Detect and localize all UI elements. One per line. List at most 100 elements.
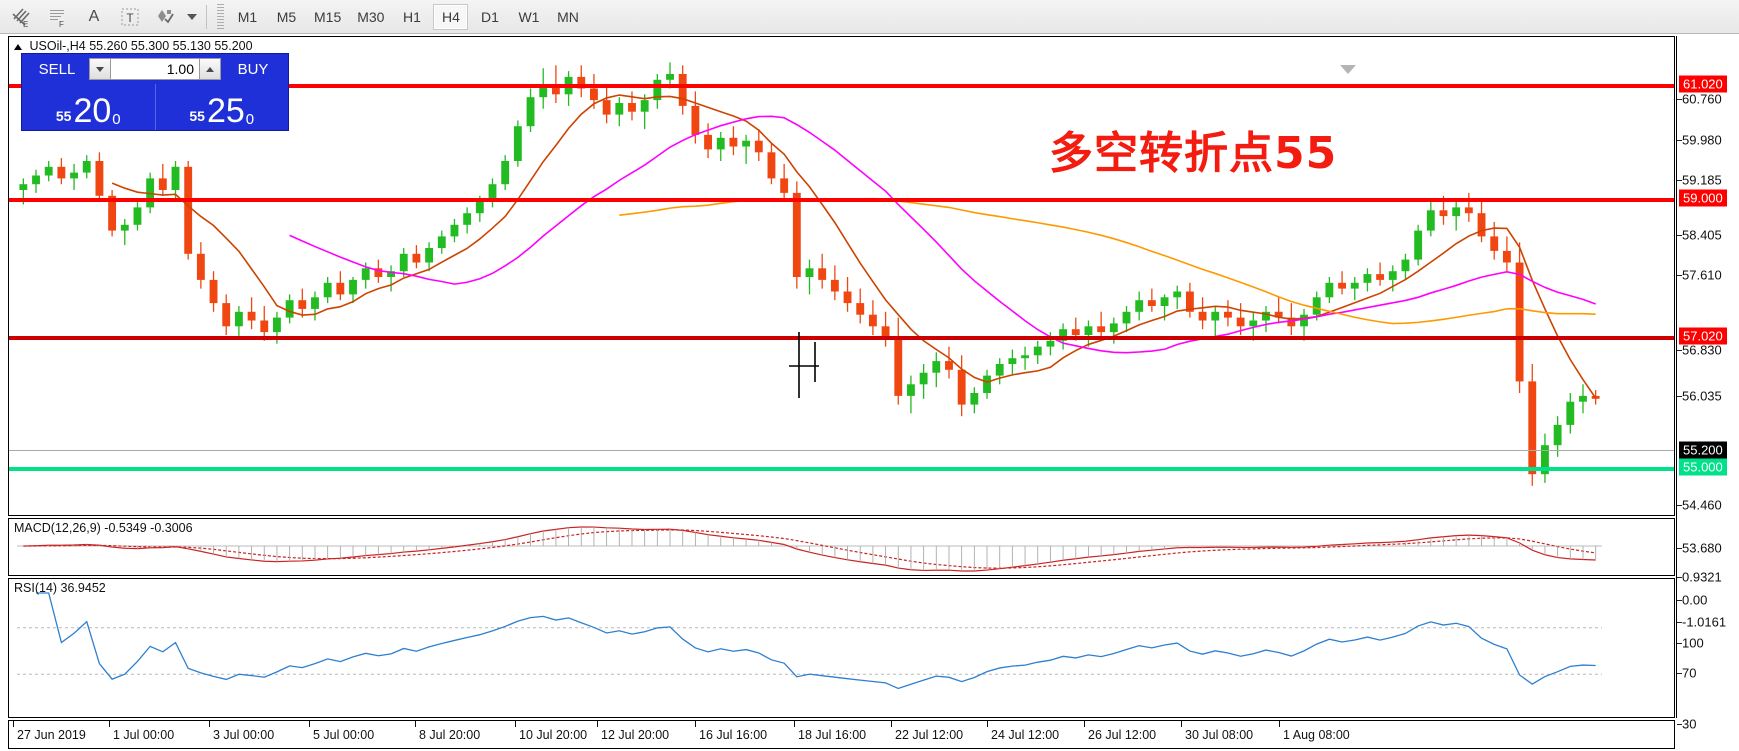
chart-annotation-text: 多空转折点55 [1049, 128, 1338, 179]
chevron-down-icon [187, 13, 197, 20]
time-label: 22 Jul 12:00 [895, 728, 964, 742]
sell-price-sup: 0 [112, 111, 121, 128]
price-label-57020: 57.020 [1679, 327, 1727, 345]
time-label: 18 Jul 16:00 [798, 728, 867, 742]
toolbar-grip[interactable] [217, 3, 224, 30]
time-axis[interactable]: 27 Jun 2019 1 Jul 00:00 3 Jul 00:00 5 Jul 0… [8, 720, 1675, 749]
axis-tick [1677, 548, 1682, 549]
timeframe-h4[interactable]: H4 [433, 3, 469, 30]
svg-text:E: E [23, 20, 28, 28]
macd-label-09321: 0.9321 [1682, 569, 1722, 585]
resistance-line-57020 [9, 336, 1674, 340]
axis-tick [1677, 99, 1682, 100]
axis-tick [1677, 235, 1682, 236]
sell-price-prefix: 55 [55, 108, 72, 124]
price-axis[interactable]: 61.020 60.760 59.980 59.185 59.000 58.405 57.6… [1676, 36, 1739, 751]
timeframe-m5[interactable]: M5 [276, 8, 297, 25]
triangle-up-icon [206, 66, 214, 72]
time-tick [309, 721, 310, 727]
time-tick [13, 721, 14, 727]
price-label-57610: 57.610 [1682, 267, 1722, 283]
svg-text:T: T [126, 11, 134, 25]
axis-tick [1677, 350, 1682, 351]
text-label-t-icon[interactable]: T [112, 2, 148, 32]
rsi-label-30: 30 [1682, 716, 1697, 732]
support-line-55000 [9, 467, 1674, 471]
time-tick [1279, 721, 1280, 727]
crosshair-e-icon[interactable]: E [4, 2, 40, 32]
text-a-icon[interactable]: A [88, 7, 100, 25]
macd-label-10161: -1.0161 [1682, 614, 1727, 630]
timeframe-m30[interactable]: M30 [357, 8, 385, 25]
timeframe-d1[interactable]: D1 [481, 8, 499, 25]
time-tick [1181, 721, 1182, 727]
timeframe-mn[interactable]: MN [557, 8, 579, 25]
time-tick [515, 721, 516, 727]
time-label: 1 Jul 00:00 [113, 728, 175, 742]
price-pane[interactable]: USOil-,H4 55.260 55.300 55.130 55.200 多空… [8, 36, 1675, 516]
svg-text:F: F [59, 20, 64, 28]
price-label-59185: 59.185 [1682, 172, 1722, 188]
time-tick [987, 721, 988, 727]
one-click-trading-panel[interactable]: SELL 1.00 BUY 55 20 0 55 25 [21, 53, 289, 131]
macd-pane[interactable]: MACD(12,26,9) -0.5349 -0.3006 [8, 518, 1675, 576]
rsi-label-0: 0 [1682, 750, 1689, 751]
lot-decrement-button[interactable] [89, 58, 111, 80]
timeframe-m1[interactable]: M1 [237, 8, 258, 25]
timeframe-h1[interactable]: H1 [403, 8, 421, 25]
time-label: 3 Jul 00:00 [213, 728, 275, 742]
shapes-dropdown-arrow[interactable] [184, 2, 200, 32]
shapes-icon[interactable] [148, 2, 184, 32]
grid-f-icon[interactable]: F [40, 2, 76, 32]
price-label-53680: 53.680 [1682, 540, 1722, 556]
time-label: 8 Jul 20:00 [419, 728, 481, 742]
time-tick [209, 721, 210, 727]
buy-price-prefix: 55 [189, 108, 205, 124]
axis-tick [1677, 505, 1682, 506]
macd-title-label: MACD(12,26,9) -0.5349 -0.3006 [14, 521, 193, 535]
timeframe-m15[interactable]: M15 [314, 8, 342, 25]
axis-tick [1677, 643, 1682, 644]
rsi-pane[interactable]: RSI(14) 36.9452 [8, 578, 1675, 718]
rsi-plot [17, 592, 1602, 690]
triangle-down-icon [96, 66, 104, 72]
price-label-59000: 59.000 [1679, 189, 1727, 207]
price-label-60760: 60.760 [1682, 91, 1722, 107]
buy-button[interactable]: BUY [237, 60, 269, 78]
resistance-line-59000 [9, 198, 1674, 202]
time-tick [597, 721, 598, 727]
time-label: 10 Jul 20:00 [519, 728, 588, 742]
axis-tick [1677, 600, 1682, 601]
main-toolbar: E F A T M1 M5 M15 M30 H1 H4 D1 W1 MN [0, 0, 1739, 34]
rsi-title-label: RSI(14) 36.9452 [14, 581, 106, 595]
collapse-arrow-icon[interactable] [1340, 65, 1356, 74]
buy-price-sup: 0 [245, 111, 255, 128]
rsi-label-70: 70 [1682, 665, 1697, 681]
time-label: 30 Jul 08:00 [1185, 728, 1254, 742]
axis-tick [1677, 724, 1682, 725]
sell-price-main: 20 [73, 92, 112, 130]
lot-size-input[interactable]: 1.00 [111, 58, 199, 80]
symbol-info-label: USOil-,H4 55.260 55.300 55.130 55.200 [14, 39, 253, 53]
price-label-54460: 54.460 [1682, 497, 1722, 513]
bid-line-55200 [9, 450, 1674, 451]
time-label: 24 Jul 12:00 [991, 728, 1060, 742]
time-tick [695, 721, 696, 727]
buy-price-display[interactable]: 55 25 0 [154, 84, 289, 130]
macd-label-000: 0.00 [1682, 592, 1708, 608]
trade-panel-prices: 55 20 0 55 25 0 [22, 84, 288, 130]
time-label: 5 Jul 00:00 [313, 728, 375, 742]
price-label-55000: 55.000 [1679, 458, 1727, 476]
axis-tick [1677, 140, 1682, 141]
rsi-label-100: 100 [1682, 635, 1704, 651]
lot-increment-button[interactable] [199, 58, 221, 80]
price-label-58405: 58.405 [1682, 227, 1722, 243]
timeframe-w1[interactable]: W1 [518, 8, 540, 25]
sell-price-display[interactable]: 55 20 0 [22, 84, 155, 130]
price-label-55200: 55.200 [1679, 441, 1727, 459]
sell-button[interactable]: SELL [38, 60, 76, 78]
time-label: 12 Jul 20:00 [601, 728, 670, 742]
axis-tick [1677, 673, 1682, 674]
triangle-up-icon [14, 43, 22, 50]
price-label-56035: 56.035 [1682, 388, 1722, 404]
